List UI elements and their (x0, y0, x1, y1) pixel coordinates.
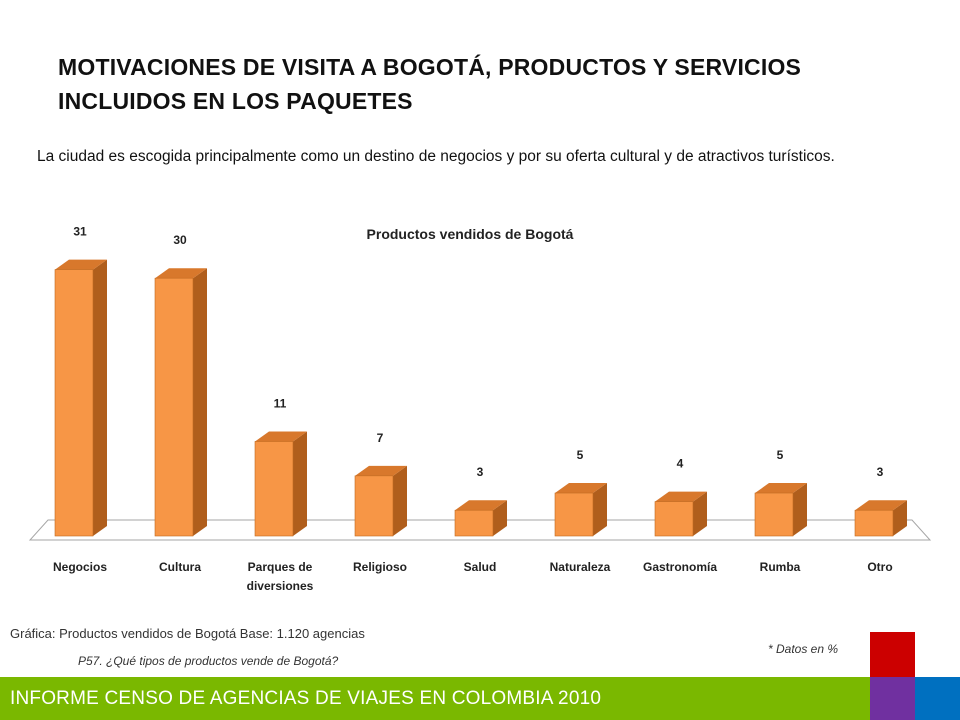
category-label: Religioso (353, 560, 407, 574)
data-labels-group: 31 30 11 7 3 5 4 5 3 (73, 225, 883, 480)
data-label: 3 (477, 465, 484, 479)
bar-side (93, 259, 107, 536)
bar-top (155, 268, 207, 279)
bars-group (54, 259, 907, 537)
data-label: 11 (274, 396, 287, 410)
chart-title: Productos vendidos de Bogotá (367, 226, 574, 242)
bar-front (854, 509, 894, 537)
bar-top (455, 500, 507, 511)
bar-side (393, 465, 407, 536)
bar-side (693, 491, 707, 536)
footer-bar: INFORME CENSO DE AGENCIAS DE VIAJES EN C… (0, 677, 870, 720)
data-label: 5 (777, 448, 784, 462)
category-label: Gastronomía (643, 560, 717, 574)
bar-front (654, 501, 694, 537)
bar-5 (454, 500, 507, 537)
bar-top (55, 259, 107, 270)
bar-top (555, 483, 607, 494)
category-label: Parques de diversiones (247, 560, 314, 593)
bar-top (355, 465, 407, 476)
bar-front (54, 269, 94, 537)
bar-1 (54, 259, 107, 537)
slide-title: MOTIVACIONES DE VISITA A BOGOTÁ, PRODUCT… (58, 54, 802, 114)
data-label: 31 (73, 225, 87, 239)
category-label: Cultura (159, 560, 201, 574)
data-label: 4 (677, 457, 684, 471)
data-label: 5 (577, 448, 584, 462)
bar-7 (654, 491, 707, 537)
category-label: Otro (867, 560, 892, 574)
bar-front (154, 277, 194, 537)
intro-text: La ciudad es escogida principalmente com… (37, 148, 835, 165)
data-label: 3 (877, 465, 884, 479)
category-labels-group: Negocios Cultura Parques de diversiones Reli… (53, 560, 893, 593)
category-label: Salud (464, 560, 497, 574)
bar-9 (854, 500, 907, 537)
unit-note: * Datos en % (768, 642, 839, 656)
bar-front (354, 475, 394, 537)
decor-square-blue (915, 677, 960, 720)
bar-front (554, 492, 594, 537)
bar-side (593, 483, 607, 536)
chart-caption: Gráfica: Productos vendidos de Bogotá Ba… (10, 626, 365, 641)
bar-8 (754, 483, 807, 537)
bar-top (255, 431, 307, 442)
chart-canvas: Productos vendidos de Bogotá 31 30 11 7 3 5 4 5… (28, 225, 932, 593)
bar-4 (354, 465, 407, 537)
category-label: Negocios (53, 560, 107, 574)
decor-square-purple (870, 677, 915, 720)
decor-square-white (915, 632, 960, 677)
bar-side (193, 268, 207, 536)
bar-2 (154, 268, 207, 537)
bar-front (454, 509, 494, 537)
bar-side (293, 431, 307, 536)
bar-chart: Productos vendidos de Bogotá 31 30 11 7 3 5 4 5… (0, 210, 960, 610)
bar-top (755, 483, 807, 494)
survey-question: P57. ¿Qué tipos de productos vende de Bo… (78, 654, 339, 668)
bar-3 (254, 431, 307, 537)
data-label: 30 (173, 233, 187, 247)
bar-front (254, 441, 294, 537)
bar-6 (554, 483, 607, 537)
category-label: Rumba (760, 560, 801, 574)
data-label: 7 (377, 431, 384, 445)
bar-top (655, 491, 707, 502)
category-label: Naturaleza (550, 560, 611, 574)
bar-top (855, 500, 907, 511)
bar-front (754, 492, 794, 537)
bar-side (793, 483, 807, 536)
decor-square-red (870, 632, 915, 677)
bar-side (493, 500, 507, 536)
bar-side (893, 500, 907, 536)
footer-text: INFORME CENSO DE AGENCIAS DE VIAJES EN C… (10, 688, 602, 709)
